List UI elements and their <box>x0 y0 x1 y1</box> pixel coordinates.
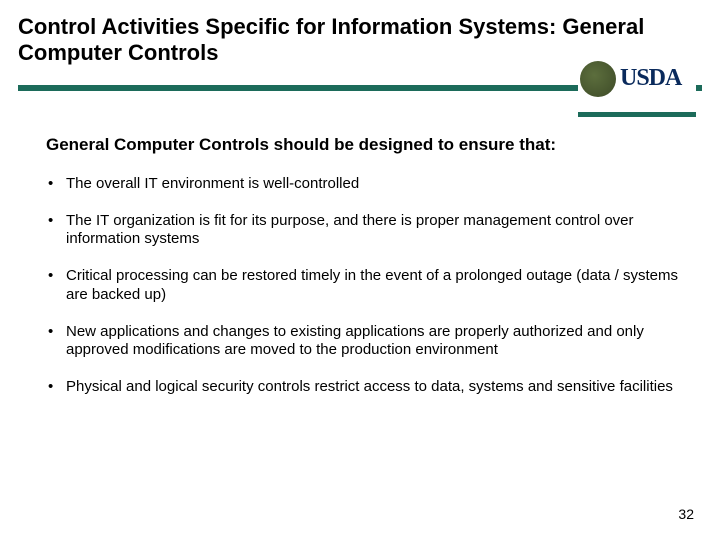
usda-seal-icon <box>580 61 616 97</box>
bullet-list: The overall IT environment is well-contr… <box>46 175 680 397</box>
page-number: 32 <box>678 506 694 522</box>
usda-logo: USDA <box>578 59 696 117</box>
list-item: Physical and logical security controls r… <box>46 378 680 397</box>
usda-logo-text: USDA <box>620 65 681 110</box>
list-item: Critical processing can be restored time… <box>46 267 680 305</box>
slide: Control Activities Specific for Informat… <box>0 0 720 540</box>
header-divider-wrap: USDA <box>18 77 702 117</box>
list-item: New applications and changes to existing… <box>46 323 680 361</box>
list-item: The IT organization is fit for its purpo… <box>46 212 680 250</box>
content-area: General Computer Controls should be desi… <box>18 135 702 397</box>
intro-text: General Computer Controls should be desi… <box>46 135 680 155</box>
logo-top-row: USDA <box>578 59 696 110</box>
usda-logo-bar <box>578 112 696 117</box>
list-item: The overall IT environment is well-contr… <box>46 175 680 194</box>
